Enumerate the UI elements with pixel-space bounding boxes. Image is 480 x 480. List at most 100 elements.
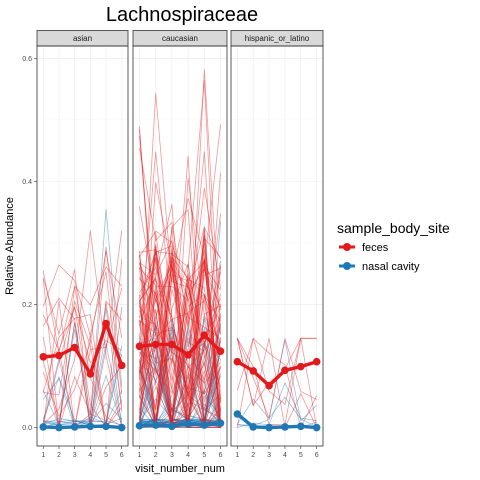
x-tick-label-2-5: 6 [315, 452, 319, 459]
facet-panel-caucasian: caucasian [132, 30, 228, 447]
subject-line-feces-23 [139, 151, 221, 399]
subject-line-feces-21 [139, 294, 221, 428]
subject-line-feces-40 [139, 260, 221, 402]
subject-line-nasal-cavity-10 [42, 345, 123, 426]
mean-point-asian-feces-4 [86, 370, 95, 378]
x-tick-label-0-0: 1 [41, 452, 45, 459]
subject-line-feces-56 [139, 249, 221, 417]
mean-point-caucasian-feces-3 [168, 340, 176, 349]
mean-point-caucasian-feces-2 [151, 340, 160, 349]
subject-line-feces-14 [43, 306, 123, 429]
subject-line-feces-58 [139, 234, 221, 428]
subject-line-nasal-cavity-3 [43, 329, 123, 424]
subject-line-feces-67 [139, 231, 221, 426]
subject-line-nasal-cavity-43 [139, 332, 221, 427]
mean-point-asian-feces-1 [39, 352, 48, 361]
x-axis: 1 2 3 4 5 6 1 2 3 4 5 6 1 2 3 4 5 6 [41, 446, 319, 459]
subject-line-feces-50 [139, 237, 221, 428]
subject-line-nasal-cavity-2 [42, 376, 122, 427]
subject-line-nasal-cavity-23 [139, 356, 221, 424]
subject-line-feces-63 [139, 300, 221, 428]
subject-line-feces-25 [139, 151, 221, 413]
subject-line-feces-47 [139, 124, 221, 394]
subject-line-feces-3 [139, 312, 221, 428]
subject-line-nasal-cavity-3 [237, 396, 317, 428]
subject-line-nasal-cavity-47 [139, 315, 221, 427]
x-tick-label-0-2: 3 [73, 452, 77, 459]
subject-line-feces-24 [139, 276, 221, 412]
mean-point-asian-nasal-cavity-2 [55, 423, 63, 432]
mean-point-caucasian-feces-5 [200, 331, 209, 340]
x-tick-label-0-1: 2 [57, 452, 61, 459]
mean-point-caucasian-nasal-cavity-3 [168, 422, 176, 431]
y-tick-label-0: 0.0 [22, 425, 32, 432]
facet-panel-asian: asian [36, 30, 129, 447]
subject-line-nasal-cavity-9 [42, 331, 123, 428]
mean-point-hispanic-or-latino-feces-2 [249, 367, 258, 375]
x-tick-label-0-4: 5 [104, 452, 108, 459]
mean-point-hispanic-or-latino-nasal-cavity-2 [249, 423, 258, 431]
subject-line-feces-9 [42, 247, 123, 429]
subject-line-nasal-cavity-5 [43, 353, 123, 426]
x-tick-label-2-1: 2 [251, 452, 255, 459]
subject-line-feces-7 [139, 267, 221, 383]
subject-line-feces-11 [139, 305, 221, 428]
y-axis: 0.0 0.2 0.4 0.6 [22, 56, 37, 432]
subject-line-nasal-cavity-0 [43, 209, 123, 426]
subject-line-feces-28 [139, 266, 221, 428]
subject-line-feces-12 [42, 297, 123, 428]
mean-point-hispanic-or-latino-feces-3 [265, 381, 273, 390]
x-tick-label-2-0: 1 [235, 452, 239, 459]
mean-point-asian-nasal-cavity-4 [86, 422, 95, 431]
subject-line-feces-11 [42, 322, 123, 430]
legend-key-point-nasal-cavity [343, 262, 351, 270]
subject-line-feces-55 [139, 187, 221, 413]
legend-title: sample_body_site [337, 220, 450, 236]
mean-point-caucasian-feces-6 [216, 347, 225, 356]
subject-line-feces-69 [139, 226, 221, 428]
legend-label-nasal-cavity: nasal cavity [362, 261, 420, 273]
subject-line-feces-57 [139, 242, 221, 428]
x-axis-title: visit_number_num [135, 463, 225, 475]
subject-line-feces-32 [139, 226, 221, 398]
subject-line-nasal-cavity-48 [139, 337, 221, 424]
subject-line-feces-52 [139, 282, 221, 428]
mean-point-hispanic-or-latino-feces-1 [233, 357, 242, 366]
legend-item-nasal-cavity: nasal cavity [339, 261, 420, 273]
subject-line-feces-65 [139, 226, 221, 428]
subject-line-feces-43 [139, 264, 221, 427]
subject-line-feces-39 [139, 243, 221, 422]
mean-point-hispanic-or-latino-nasal-cavity-4 [281, 423, 289, 431]
subject-line-feces-8 [42, 314, 123, 429]
subject-line-nasal-cavity-1 [139, 336, 221, 424]
subject-line-feces-4 [236, 338, 318, 429]
x-tick-label-1-0: 1 [138, 452, 142, 459]
subject-line-feces-0 [236, 337, 317, 428]
subject-line-nasal-cavity-19 [139, 340, 221, 427]
subject-line-feces-0 [42, 230, 123, 428]
mean-point-caucasian-feces-4 [184, 351, 192, 359]
panel-border-caucasian [132, 45, 228, 447]
mean-point-asian-nasal-cavity-5 [102, 422, 110, 431]
subject-line-feces-60 [139, 182, 221, 419]
mean-point-asian-feces-5 [102, 319, 110, 328]
subject-line-feces-3 [42, 279, 123, 428]
subject-line-feces-17 [139, 135, 221, 428]
subject-line-nasal-cavity-0 [139, 221, 221, 427]
subject-line-feces-16 [139, 247, 221, 418]
x-tick-label-0-3: 4 [88, 452, 92, 459]
subject-line-nasal-cavity-22 [139, 322, 221, 425]
mean-point-asian-nasal-cavity-6 [117, 423, 126, 432]
x-tick-label-1-5: 6 [219, 452, 223, 459]
subject-line-feces-53 [139, 178, 221, 428]
mean-point-caucasian-feces-1 [135, 342, 144, 351]
subject-line-feces-1 [42, 270, 122, 427]
mean-point-hispanic-or-latino-feces-4 [281, 366, 289, 375]
subject-line-feces-38 [139, 206, 221, 359]
subject-line-feces-10 [139, 309, 221, 429]
facet-strip-label-hispanic-or-latino: hispanic_or_latino [245, 34, 310, 43]
mean-line-asian-nasal-cavity [43, 424, 122, 430]
subject-line-nasal-cavity-41 [139, 398, 221, 426]
mean-point-caucasian-nasal-cavity-5 [200, 421, 209, 429]
